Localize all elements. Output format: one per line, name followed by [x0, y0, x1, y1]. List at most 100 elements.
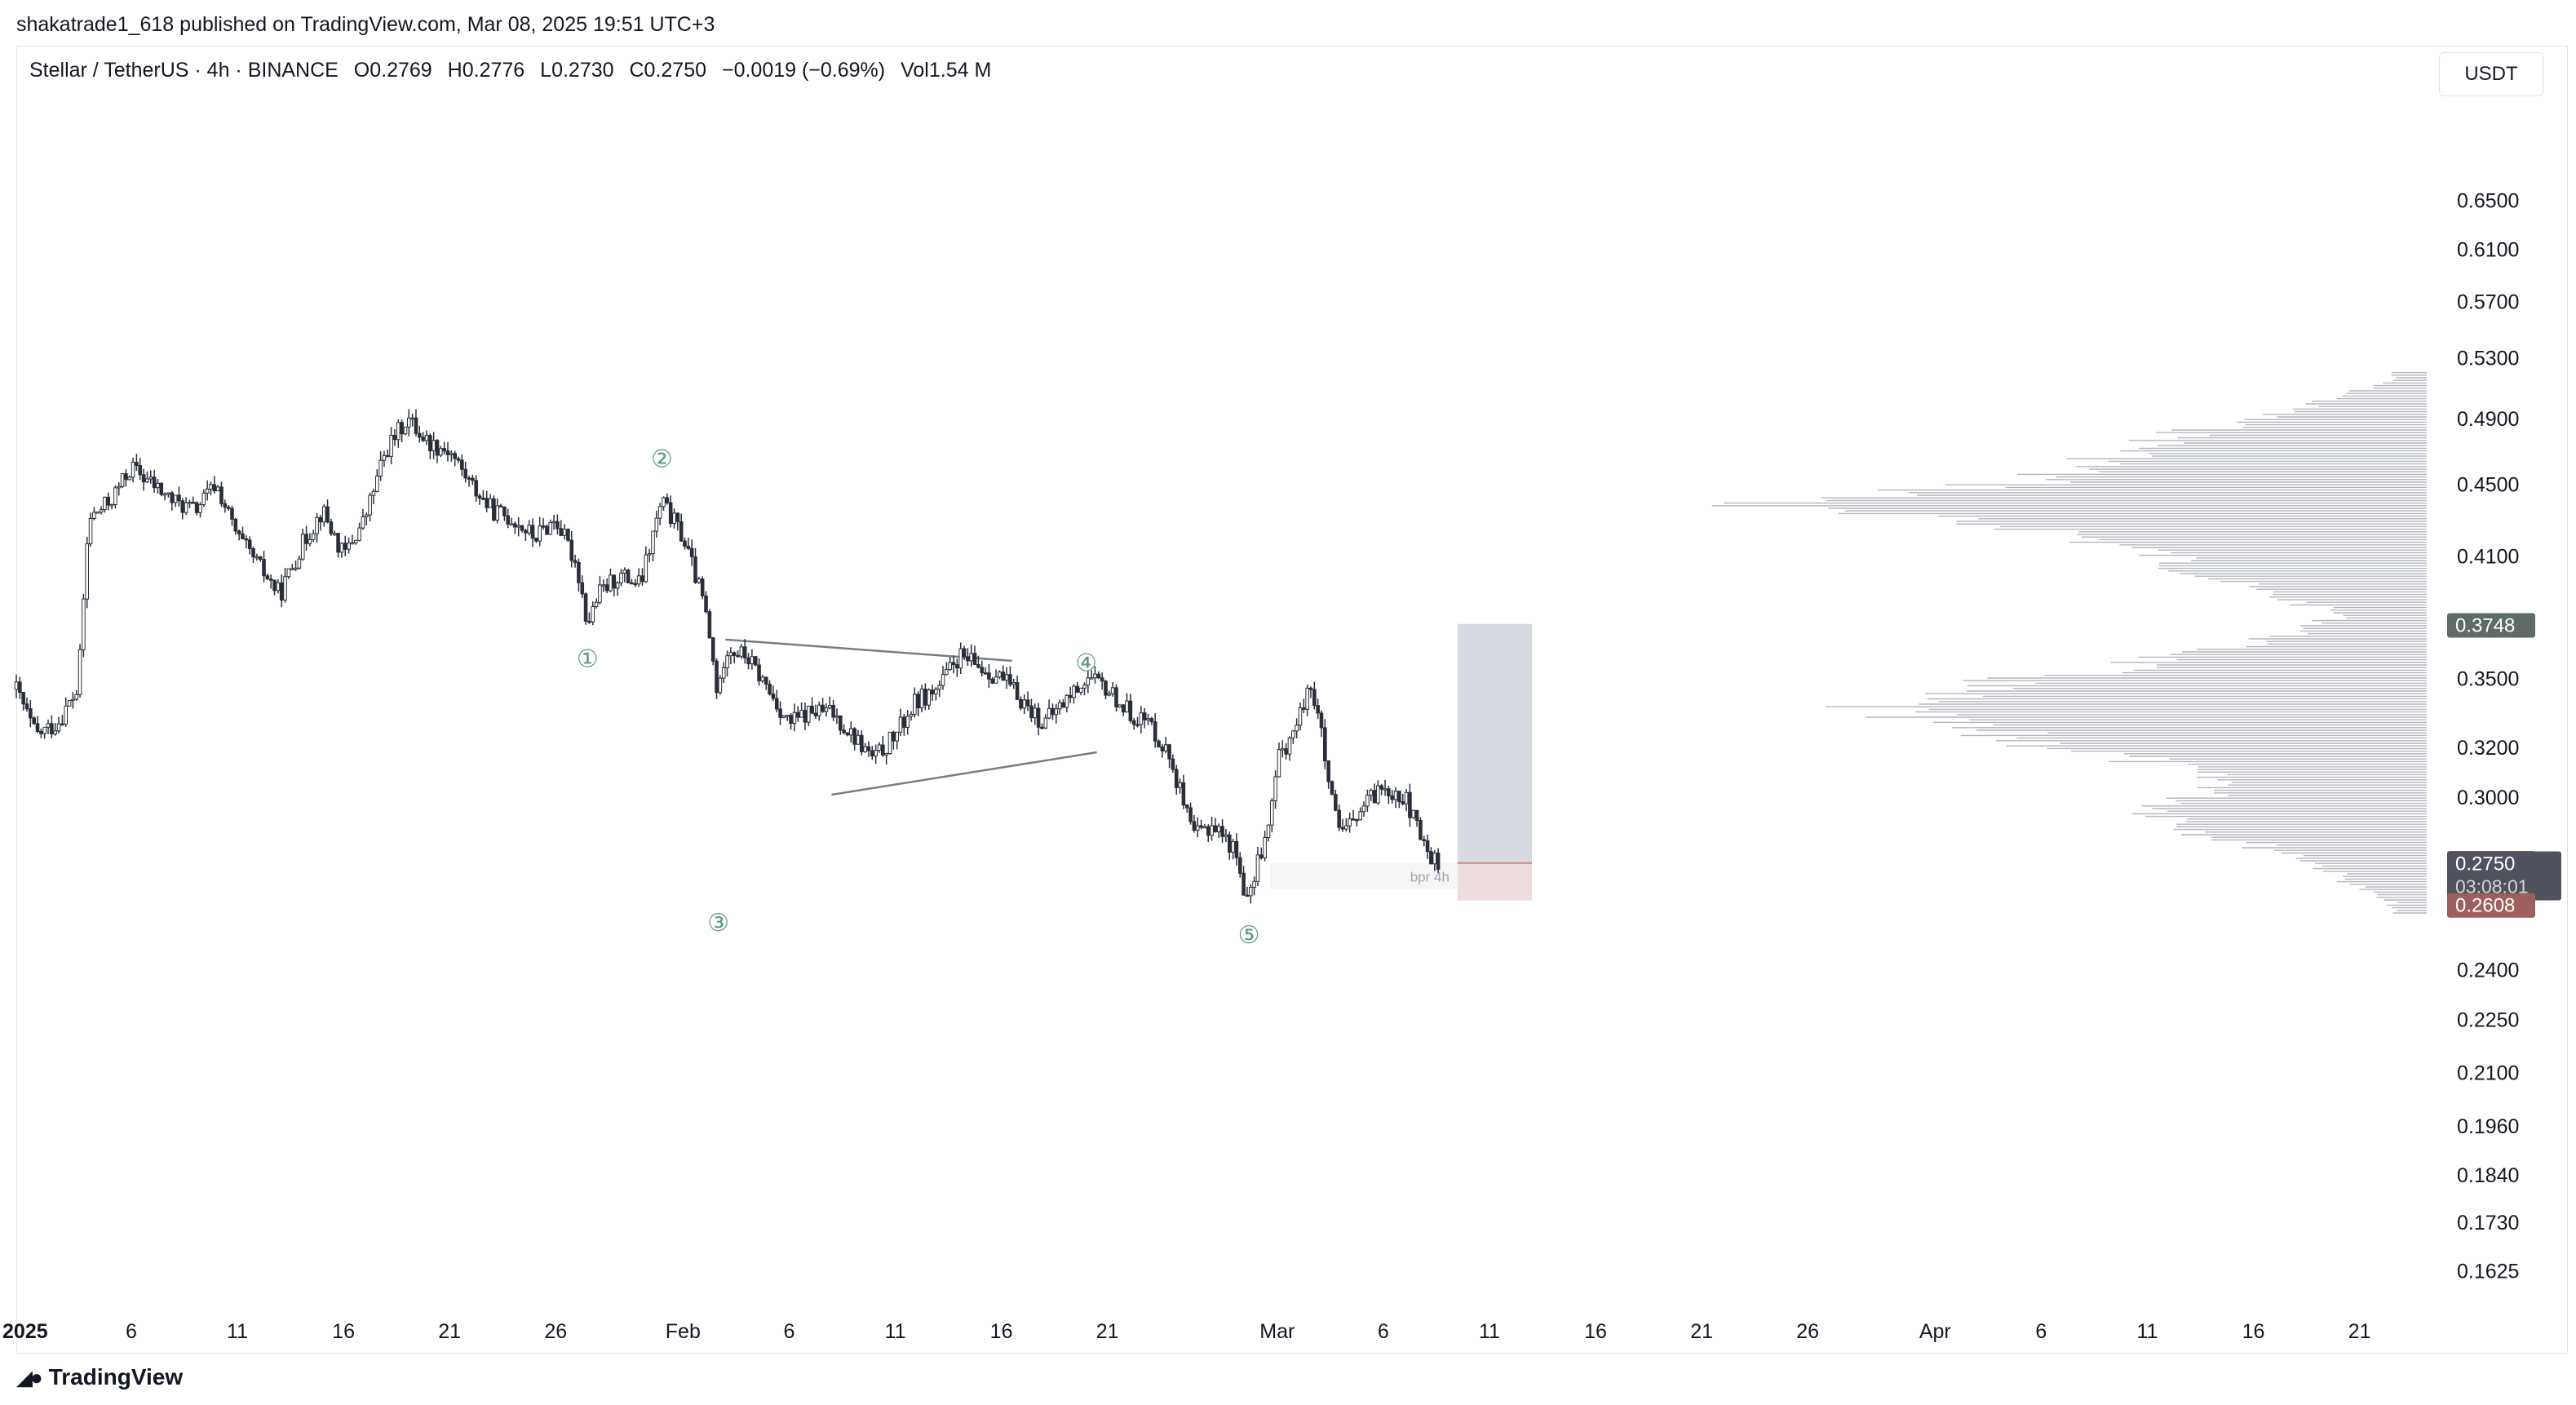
candle-body: [39, 731, 43, 734]
candle-body: [1302, 707, 1306, 710]
candle-body: [1216, 826, 1221, 833]
candle-body: [583, 593, 588, 622]
candle-body: [1358, 811, 1362, 821]
candle-body: [746, 657, 750, 665]
candle-body: [262, 559, 266, 577]
candle-body: [1093, 673, 1097, 679]
candle-body: [396, 422, 401, 441]
candle-body: [569, 539, 574, 561]
candle-body: [845, 732, 850, 736]
candle-body: [852, 728, 856, 745]
candle-body: [1365, 795, 1370, 807]
candle-body: [364, 514, 369, 517]
candle-body: [485, 498, 489, 508]
candle-body: [1178, 782, 1182, 788]
candle-body: [414, 417, 418, 434]
candle-body: [972, 653, 977, 665]
candle-body: [1383, 788, 1388, 791]
candle-body: [1404, 791, 1409, 804]
candle-body: [962, 648, 967, 658]
symbol-title[interactable]: Stellar / TetherUS · 4h · BINANCE: [29, 59, 339, 82]
y-tick-label: 0.2100: [2457, 1062, 2519, 1085]
candle-body: [435, 440, 440, 456]
candle-body: [842, 729, 846, 734]
y-tick-label: 0.1840: [2457, 1164, 2519, 1187]
candle-body: [771, 694, 776, 699]
candle-body: [1227, 834, 1232, 853]
candle-body: [1082, 685, 1087, 689]
candle-body: [481, 498, 485, 500]
candle-body: [1287, 737, 1292, 755]
candle-body: [194, 502, 199, 513]
candle-body: [707, 611, 712, 639]
candle-body: [279, 582, 284, 601]
candle-body: [615, 582, 620, 589]
candle-body: [945, 669, 949, 676]
x-tick-label: 2025: [2, 1320, 48, 1343]
candle-body: [418, 432, 422, 438]
candle-body: [103, 496, 107, 511]
candle-body: [898, 716, 903, 733]
candle-body: [693, 556, 697, 583]
candle-body: [513, 523, 517, 528]
price-badge: [2447, 613, 2535, 638]
candle-body: [138, 465, 143, 476]
price-badge: [2447, 851, 2561, 901]
candle-body: [141, 474, 146, 483]
candle-body: [268, 578, 273, 581]
candle-body: [166, 492, 170, 495]
candle-body: [636, 575, 641, 585]
x-tick-label: 6: [1378, 1320, 1389, 1343]
candle-body: [923, 688, 927, 706]
candle-body: [410, 417, 414, 420]
price-badge: [2447, 893, 2535, 918]
candle-body: [902, 716, 906, 728]
high-label: H: [447, 59, 463, 82]
candle-body: [668, 502, 673, 525]
candle-body: [1118, 704, 1122, 708]
candle-body: [1184, 804, 1189, 809]
candle-body: [77, 649, 82, 695]
candle-body: [562, 529, 567, 536]
candle-body: [180, 500, 185, 513]
candle-body: [286, 568, 291, 578]
candle-body: [927, 689, 931, 706]
candle-body: [1326, 760, 1330, 782]
y-tick-label: 0.2250: [2457, 1008, 2519, 1031]
candle-body: [361, 516, 365, 529]
close-value: 0.2750: [644, 59, 707, 82]
candle-body: [675, 512, 680, 522]
candle-body: [1153, 721, 1157, 742]
footer-brand[interactable]: ◢● TradingView: [16, 1364, 183, 1390]
candle-body: [463, 468, 467, 479]
candle-body: [191, 501, 196, 504]
candle-body: [753, 656, 758, 666]
candle-body: [591, 605, 595, 623]
wave-label: ③: [707, 909, 729, 937]
candle-body: [548, 521, 553, 535]
candle-body: [35, 723, 40, 733]
candle-body: [555, 521, 560, 530]
candle-body: [672, 512, 676, 525]
candle-body: [1043, 717, 1048, 729]
candle-body: [1199, 825, 1203, 828]
candle-body: [710, 637, 715, 662]
candle-body: [983, 672, 988, 675]
candle-body: [679, 521, 684, 542]
candle-body: [1242, 872, 1246, 896]
candle-body: [1348, 818, 1352, 827]
candle-body: [428, 435, 432, 452]
candle-body: [1432, 853, 1437, 865]
candle-body: [18, 681, 22, 694]
candle-body: [131, 461, 135, 478]
candle-body: [460, 459, 464, 470]
candle-body: [1008, 674, 1012, 685]
open-value: 0.2769: [370, 59, 432, 82]
candle-body: [184, 502, 188, 513]
candle-body: [1259, 854, 1264, 858]
candle-body: [919, 688, 924, 709]
currency-button[interactable]: USDT: [2439, 52, 2543, 96]
candle-body: [1004, 674, 1009, 681]
